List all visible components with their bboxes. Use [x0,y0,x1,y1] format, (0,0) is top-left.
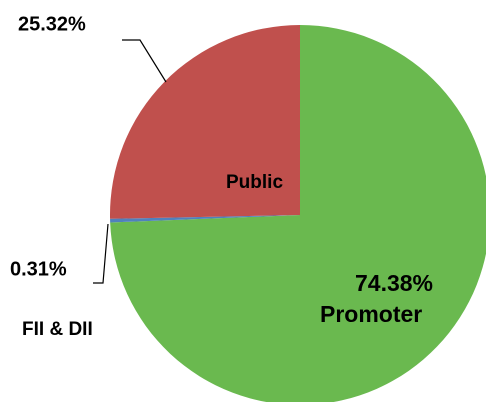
category-label: Promoter [320,301,422,327]
pie-slice [110,25,300,219]
value-label: 74.38% [355,270,433,296]
value-label: 0.31% [10,258,67,280]
value-label: 25.32% [18,13,86,35]
leader-line [93,223,109,284]
pie-slice [110,25,486,402]
category-label: Public [226,172,283,193]
pie-slice [110,215,300,223]
leader-line [122,39,167,83]
category-label: FII & DII [22,319,93,340]
